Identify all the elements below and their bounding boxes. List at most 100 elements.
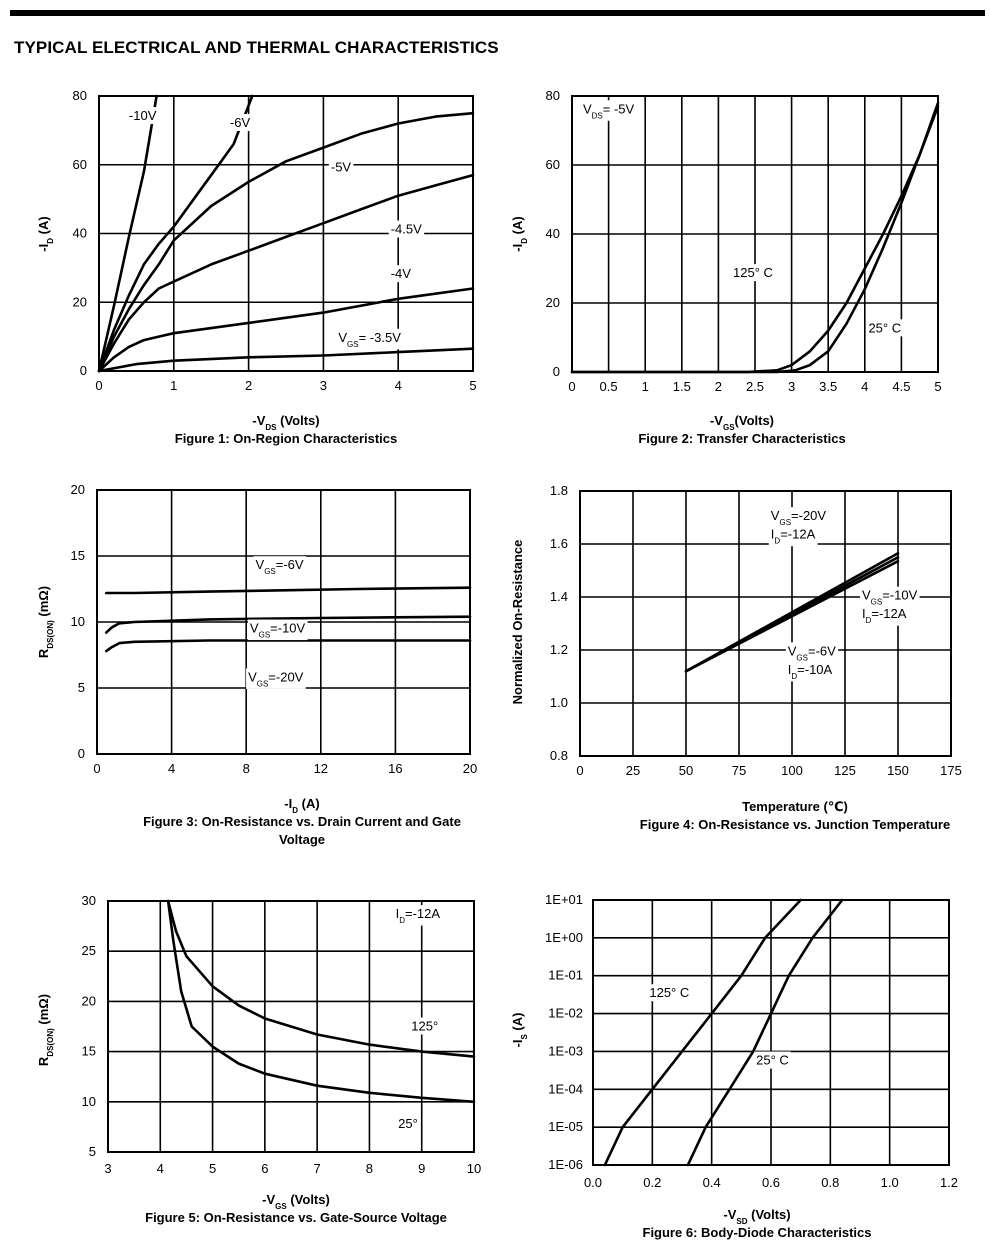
y-tick-label: 5	[78, 680, 85, 695]
series-label: VGS=-6V	[256, 557, 304, 576]
y-tick-label: 20	[73, 294, 87, 309]
series-label-bg	[731, 264, 775, 282]
series-label: -5V	[331, 160, 352, 175]
x-tick-label: 0	[576, 763, 583, 778]
series-label: -4.5V	[391, 222, 422, 237]
figure-caption: Figure 2: Transfer Characteristics	[638, 431, 845, 446]
x-tick-label: 1	[642, 379, 649, 394]
series-label: ID=-12A	[771, 527, 816, 546]
series-label-bg	[393, 905, 443, 926]
y-tick-label: 1E-01	[548, 968, 583, 983]
series-line	[105, 639, 472, 653]
x-tick-label: 12	[314, 761, 328, 776]
x-tick-label: 1.5	[673, 379, 691, 394]
series-label: 25° C	[868, 320, 901, 335]
y-tick-label: 1.8	[550, 483, 568, 498]
series-label-bg	[859, 586, 920, 608]
x-tick-label: 5	[469, 378, 476, 393]
y-tick-label: 0	[80, 363, 87, 378]
series-label-bg	[409, 1017, 441, 1035]
x-tick-label: 0.2	[643, 1175, 661, 1190]
series-line	[684, 559, 900, 673]
y-tick-label: 15	[82, 1044, 96, 1059]
series-line	[97, 287, 475, 373]
x-tick-label: 5	[934, 379, 941, 394]
series-label-bg	[388, 220, 425, 238]
series-label-bg	[126, 107, 159, 125]
x-tick-label: 3	[788, 379, 795, 394]
y-axis-title: RDS(ON) (mΩ)	[36, 586, 55, 658]
y-axis-title: -ID (A)	[510, 216, 529, 251]
series-line	[97, 347, 475, 373]
x-tick-label: 4	[168, 761, 175, 776]
series-label: VGS=-6V	[788, 643, 836, 662]
series-label: ID=-10A	[788, 662, 833, 681]
figure-caption: Figure 1: On-Region Characteristics	[175, 431, 398, 446]
series-line	[166, 899, 476, 1104]
figure-caption-line2: Voltage	[279, 832, 325, 847]
series-label: VGS=-10V	[250, 621, 306, 640]
y-tick-label: 1.4	[550, 589, 568, 604]
series-label-bg	[785, 642, 839, 663]
y-tick-label: 20	[546, 295, 560, 310]
y-axis-title: RDS(ON) (mΩ)	[36, 994, 55, 1066]
series-label: 125° C	[733, 265, 773, 280]
series-label: VGS=-20V	[771, 508, 827, 527]
series-label-bg	[336, 328, 404, 350]
y-tick-label: 60	[546, 157, 560, 172]
x-axis-title: -VGS (Volts)	[262, 1192, 330, 1211]
x-axis-title: -VSD (Volts)	[723, 1207, 790, 1226]
x-tick-label: 7	[314, 1161, 321, 1176]
x-tick-label: 4	[861, 379, 868, 394]
x-tick-label: 3.5	[819, 379, 837, 394]
series-line	[570, 101, 940, 374]
x-tick-label: 1.0	[881, 1175, 899, 1190]
series-label-bg	[580, 100, 637, 121]
series-label: VGS=-20V	[248, 669, 304, 688]
series-line	[105, 615, 472, 634]
x-tick-label: 0	[95, 378, 102, 393]
figure-3: 0 4 8 12 16 20 0 5 10 15 20 VGS=-6V VGS=-10V VGS=-20V…	[36, 482, 477, 847]
series-label: 125°	[411, 1019, 438, 1034]
figure-5: 3 4 5 6 7 8 9 10 5 10 15 20 25 30 ID=-12A 125° 25° -VGS (…	[36, 893, 481, 1225]
y-tick-label: 1E+01	[545, 892, 583, 907]
x-tick-label: 75	[732, 763, 746, 778]
figure-caption: Figure 5: On-Resistance vs. Gate-Source …	[145, 1210, 447, 1225]
series-label-bg	[388, 265, 414, 283]
y-tick-label: 10	[71, 614, 85, 629]
series-line	[570, 105, 940, 374]
y-tick-label: 40	[546, 226, 560, 241]
figure-1: 0 1 2 3 4 5 0 20 40 60 80 -10V -6V -5V -4.5V -4V VGS= -3…	[36, 88, 477, 446]
figure-caption: Figure 4: On-Resistance vs. Junction Tem…	[640, 817, 950, 832]
y-tick-label: 1E-02	[548, 1006, 583, 1021]
plot-frame	[96, 489, 471, 755]
x-axis-title: -VDS (Volts)	[252, 413, 319, 432]
series-label-bg	[768, 507, 829, 528]
series-label-bg	[859, 605, 909, 626]
y-tick-label: 15	[71, 548, 85, 563]
x-tick-label: 0.5	[600, 379, 618, 394]
figure-caption: Figure 6: Body-Diode Characteristics	[643, 1225, 872, 1240]
y-tick-label: 25	[82, 943, 96, 958]
x-tick-label: 0	[93, 761, 100, 776]
y-axis-title: -IS (A)	[510, 1013, 529, 1048]
x-tick-label: 8	[366, 1161, 373, 1176]
series-label: ID=-12A	[862, 606, 907, 625]
y-tick-label: 10	[82, 1094, 96, 1109]
y-tick-label: 0	[553, 364, 560, 379]
x-axis-title: -VGS(Volts)	[710, 413, 774, 432]
series-label: 25° C	[756, 1053, 789, 1068]
series-line	[97, 94, 254, 373]
x-tick-label: 8	[243, 761, 250, 776]
x-tick-label: 175	[940, 763, 962, 778]
series-label: -6V	[230, 115, 251, 130]
x-tick-label: 0	[568, 379, 575, 394]
series-line	[97, 94, 158, 373]
y-tick-label: 30	[82, 893, 96, 908]
plot-frame	[107, 900, 475, 1153]
y-tick-label: 20	[82, 993, 96, 1008]
series-label-bg	[247, 619, 308, 641]
series-label-bg	[768, 525, 818, 547]
x-tick-label: 1	[170, 378, 177, 393]
x-tick-label: 9	[418, 1161, 425, 1176]
